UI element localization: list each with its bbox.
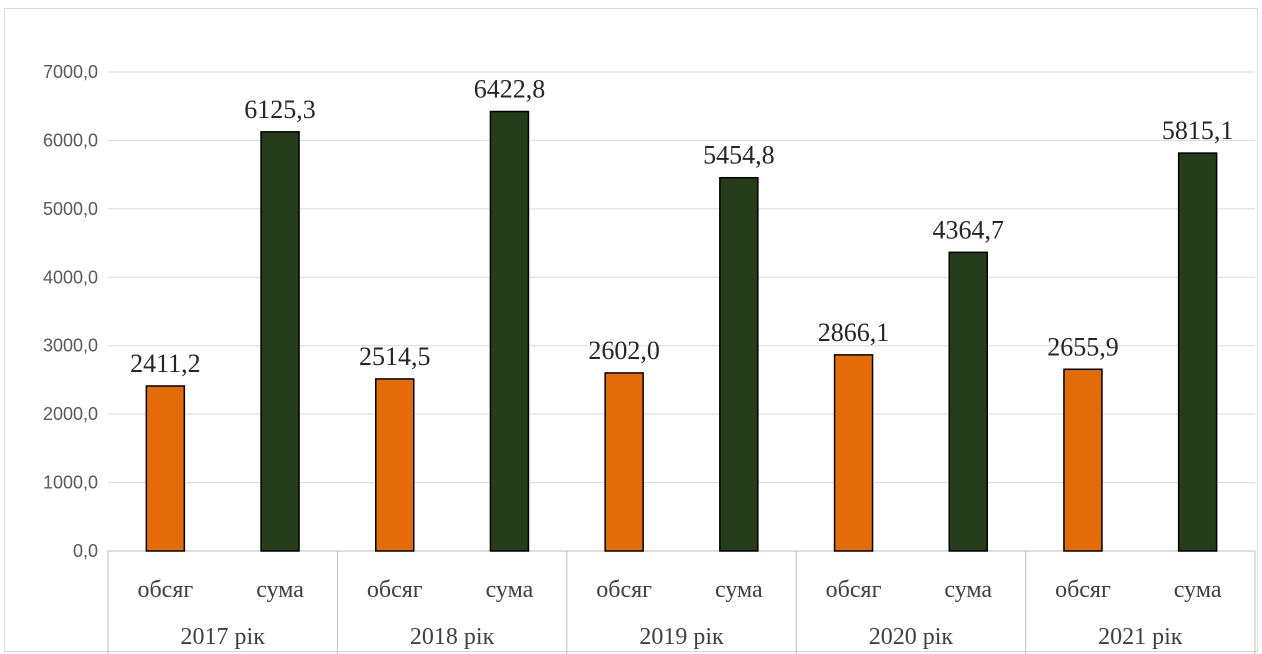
y-tick-label: 6000,0 — [43, 130, 98, 150]
bar-obsyah — [604, 372, 644, 552]
y-tick-label: 1000,0 — [43, 473, 98, 493]
data-label: 6422,8 — [474, 74, 546, 103]
y-tick-label: 4000,0 — [43, 267, 98, 287]
data-label: 6125,3 — [244, 95, 316, 124]
data-label: 2411,2 — [130, 349, 201, 378]
group-label: 2021 рік — [1098, 624, 1183, 650]
bar-suma — [260, 131, 300, 552]
data-label: 5454,8 — [703, 141, 775, 170]
bar-obsyah — [833, 354, 874, 552]
category-label: сума — [944, 577, 992, 603]
group-label: 2017 рік — [181, 624, 266, 650]
y-tick-label: 2000,0 — [43, 404, 98, 424]
category-label: сума — [1174, 577, 1222, 603]
category-label: обсяг — [367, 577, 423, 603]
group-label: 2018 рік — [410, 624, 495, 650]
category-label: обсяг — [596, 577, 652, 603]
category-label: сума — [486, 577, 534, 603]
y-tick-label: 5000,0 — [43, 199, 98, 219]
group-label: 2019 рік — [639, 624, 724, 650]
category-label: сума — [256, 577, 304, 603]
category-label: сума — [715, 577, 763, 603]
data-label: 2655,9 — [1047, 332, 1119, 361]
category-label: обсяг — [1055, 577, 1111, 603]
bar-suma — [719, 176, 759, 552]
group-label: 2020 рік — [869, 624, 954, 650]
category-label: обсяг — [826, 577, 882, 603]
y-tick-label: 3000,0 — [43, 336, 98, 356]
category-label: обсяг — [137, 577, 193, 603]
y-tick-label: 0,0 — [73, 541, 98, 561]
data-label: 2514,5 — [359, 342, 431, 371]
data-label: 2602,0 — [588, 336, 660, 365]
bar-suma — [1177, 152, 1218, 552]
data-label: 5815,1 — [1162, 116, 1234, 145]
y-tick-label: 7000,0 — [43, 62, 98, 82]
bar-obsyah — [145, 385, 186, 552]
bar-suma — [489, 110, 530, 552]
bar-obsyah — [375, 378, 415, 552]
data-label: 4364,7 — [933, 215, 1005, 244]
bar-obsyah — [1063, 368, 1103, 552]
data-label: 2866,1 — [818, 318, 890, 347]
bar-suma — [948, 251, 988, 552]
